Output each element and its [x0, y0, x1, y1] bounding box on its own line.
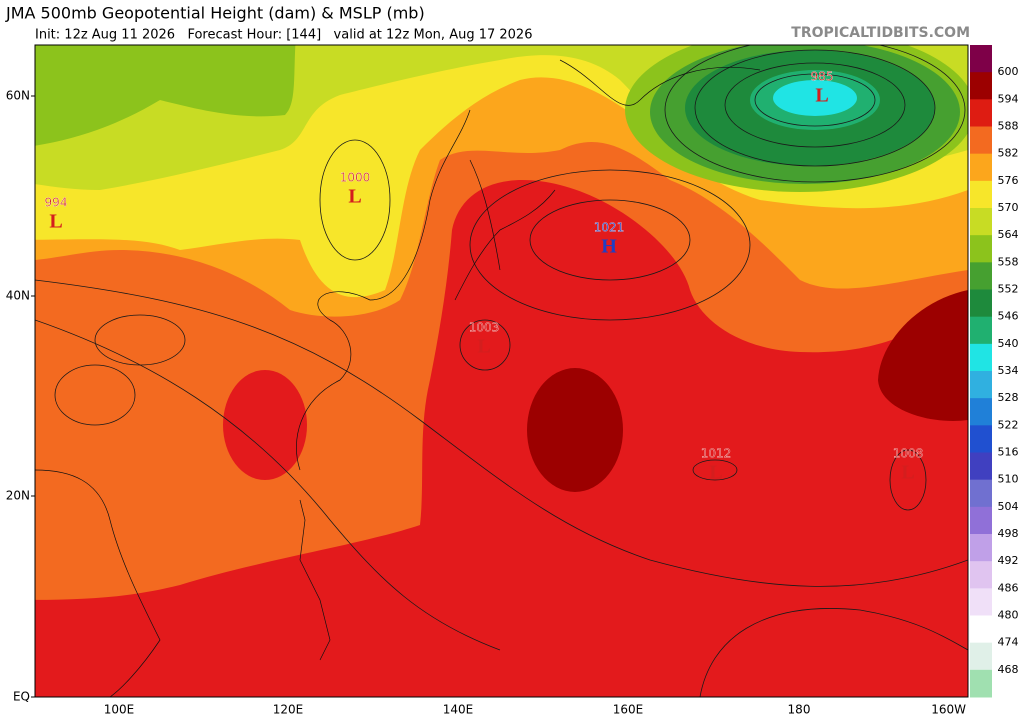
colorbar-swatch	[970, 371, 992, 399]
colorbar-label: 474	[998, 636, 1019, 649]
colorbar-label: 468	[998, 663, 1019, 676]
latitude-label: 20N	[6, 489, 30, 503]
colorbar-swatch	[970, 208, 992, 236]
pressure-value: 1012	[701, 447, 732, 461]
source: TROPICALTIDBITS.COM	[791, 25, 970, 41]
colorbar-label: 594	[998, 92, 1019, 105]
colorbar-swatch	[970, 425, 992, 453]
colorbar-swatch	[970, 479, 992, 508]
pressure-symbol: H	[601, 236, 617, 258]
colorbar-label: 534	[998, 364, 1019, 377]
colorbar-swatch	[970, 99, 992, 127]
colorbar-label: 492	[998, 554, 1019, 567]
colorbar-swatch	[970, 72, 992, 100]
longitude-label: 160W	[931, 703, 966, 717]
colorbar-swatch	[970, 642, 992, 671]
colorbar-swatch	[970, 262, 992, 290]
pressure-value: 1000	[340, 171, 371, 185]
longitude-label: 180	[788, 703, 811, 717]
pressure-symbol: L	[709, 462, 722, 484]
colorbar-swatch	[970, 561, 992, 589]
colorbar-label: 528	[998, 391, 1019, 404]
longitude-label: 160E	[613, 703, 644, 717]
colorbar-swatch	[970, 398, 992, 426]
longitude-label: 120E	[273, 703, 304, 717]
longitude-label: 140E	[443, 703, 474, 717]
coastlines	[35, 59, 761, 697]
colorbar-swatch	[970, 534, 992, 562]
longitude-label: 100E	[104, 703, 135, 717]
map-area	[35, 45, 968, 697]
colorbar-label: 516	[998, 446, 1019, 459]
pressure-symbol: L	[348, 186, 361, 208]
colorbar-label: 576	[998, 174, 1019, 187]
colorbar-label: 540	[998, 337, 1019, 350]
latitude-label: 40N	[6, 289, 30, 303]
latitude-label: EQ	[13, 690, 30, 704]
colorbar-swatch	[970, 45, 992, 73]
colorbar-swatch	[970, 316, 992, 345]
pressure-value: 994	[45, 196, 68, 210]
colorbar-swatch	[970, 343, 992, 372]
colorbar-swatch	[970, 669, 992, 698]
colorbar-label: 582	[998, 147, 1019, 160]
subtitle: Init: 12z Aug 11 2026 Forecast Hour: [14…	[35, 28, 532, 43]
colorbar-swatch	[970, 235, 992, 263]
colorbar-label: 498	[998, 527, 1019, 540]
pressure-value: 985	[811, 70, 834, 84]
colorbar-label: 504	[998, 500, 1019, 513]
colorbar-swatch	[970, 289, 992, 318]
colorbar-label: 522	[998, 418, 1019, 431]
title: JMA 500mb Geopotential Height (dam) & MS…	[5, 4, 425, 23]
colorbar-swatch	[970, 153, 992, 182]
latitude-label: 60N	[6, 89, 30, 103]
colorbar-swatch	[970, 126, 992, 155]
colorbar-label: 600	[998, 65, 1019, 78]
pressure-symbol: L	[901, 462, 914, 484]
colorbar-label: 480	[998, 609, 1019, 622]
map-frame	[34, 44, 969, 698]
colorbar-label: 570	[998, 201, 1019, 214]
colorbar-swatch	[970, 452, 992, 481]
colorbar-swatch	[970, 615, 992, 644]
pressure-value: 1021	[594, 221, 625, 235]
colorbar-label: 564	[998, 228, 1019, 241]
pressure-contours	[35, 45, 968, 697]
colorbar-label: 588	[998, 120, 1019, 133]
colorbar-label: 558	[998, 255, 1019, 268]
pressure-symbol: L	[477, 336, 490, 358]
colorbar-swatch	[970, 588, 992, 616]
colorbar-swatch	[970, 180, 992, 209]
colorbar-swatch	[970, 506, 992, 535]
colorbar: 600 594 588 582 576 570 564 558 552 546 540 534 528 5…	[970, 45, 1019, 698]
pressure-value: 1008	[893, 447, 924, 461]
colorbar-label: 546	[998, 310, 1019, 323]
colorbar-label: 552	[998, 283, 1019, 296]
colorbar-label: 510	[998, 473, 1019, 486]
colorbar-label: 486	[998, 581, 1019, 594]
pressure-symbol: L	[815, 85, 828, 107]
pressure-value: 1003	[469, 321, 500, 335]
pressure-symbol: L	[49, 211, 62, 233]
